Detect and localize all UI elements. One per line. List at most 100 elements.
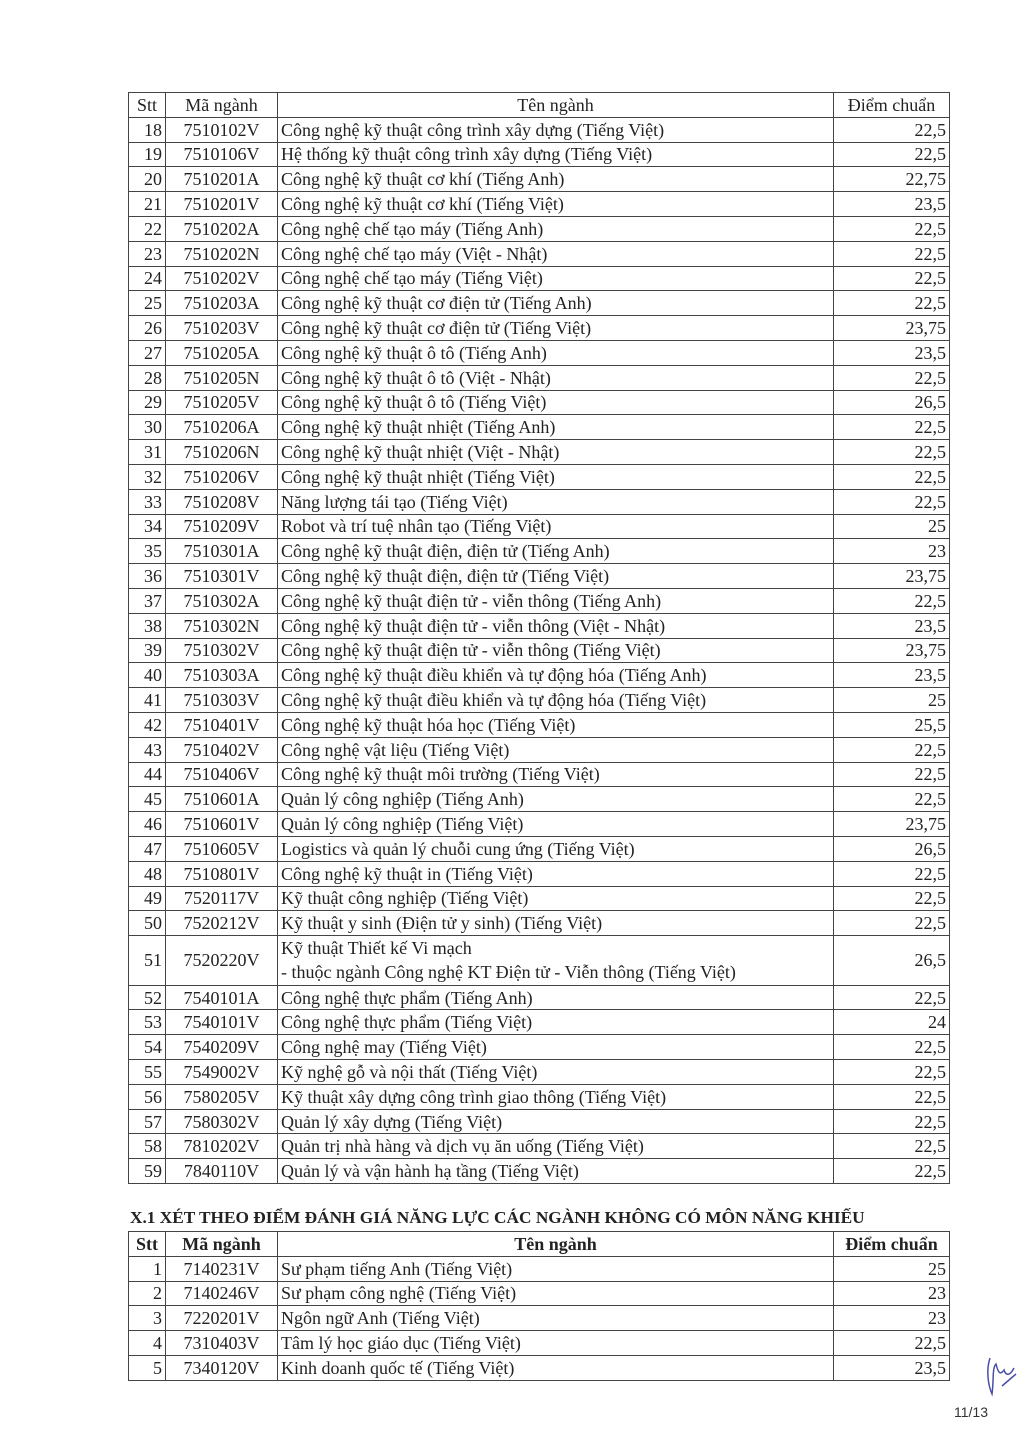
table-row: 28 7510205N Công nghệ kỹ thuật ô tô (Việt … bbox=[128, 364, 950, 391]
stt-cell: 18 bbox=[128, 116, 166, 143]
score-cell: 25 bbox=[833, 1255, 950, 1282]
stt-cell: 35 bbox=[128, 538, 166, 565]
code-cell: 7510302A bbox=[165, 587, 278, 614]
stt-cell: 48 bbox=[128, 860, 166, 887]
table-row: 51 7520220V Kỹ thuật Thiết kế Vi mạch - th… bbox=[128, 935, 950, 986]
stt-cell: 24 bbox=[128, 265, 166, 292]
code-cell: 7510401V bbox=[165, 711, 278, 738]
code-cell: 7510206A bbox=[165, 414, 278, 441]
table-row: 27 7510205A Công nghệ kỹ thuật ô tô (Tiếng… bbox=[128, 339, 950, 366]
table-row: 34 7510209V Robot và trí tuệ nhân tạo (Tiế… bbox=[128, 513, 950, 540]
score-cell: 26,5 bbox=[833, 835, 950, 862]
name-cell: Công nghệ kỹ thuật môi trường (Tiếng Việ… bbox=[277, 761, 834, 788]
stt-cell: 43 bbox=[128, 736, 166, 763]
code-cell: 7340120V bbox=[165, 1354, 278, 1381]
code-cell: 7510601A bbox=[165, 786, 278, 813]
code-cell: 7140246V bbox=[165, 1280, 278, 1307]
name-cell: Công nghệ kỹ thuật hóa học (Tiếng Việt) bbox=[277, 711, 834, 738]
table-row: 47 7510605V Logistics và quản lý chuỗi cun… bbox=[128, 835, 950, 862]
score-cell: 23 bbox=[833, 1280, 950, 1307]
score-cell: 26,5 bbox=[833, 389, 950, 416]
score-cell: 22,75 bbox=[833, 166, 950, 193]
code-cell: 7510206N bbox=[165, 439, 278, 465]
code-cell: 7510301V bbox=[165, 563, 278, 589]
table-row: 38 7510302N Công nghệ kỹ thuật điện tử - v… bbox=[128, 612, 950, 639]
code-cell: 7510303V bbox=[165, 687, 278, 713]
score-cell: 25 bbox=[833, 513, 950, 540]
stt-cell: 52 bbox=[128, 984, 166, 1011]
name-cell: Công nghệ thực phẩm (Tiếng Anh) bbox=[277, 984, 834, 1011]
score-cell: 22,5 bbox=[833, 463, 950, 490]
table-row: 37 7510302A Công nghệ kỹ thuật điện tử - v… bbox=[128, 587, 950, 614]
name-cell: Quản lý công nghiệp (Tiếng Việt) bbox=[277, 811, 834, 837]
code-cell: 7220201V bbox=[165, 1305, 278, 1332]
code-cell: 7810202V bbox=[165, 1133, 278, 1160]
table-row: 29 7510205V Công nghệ kỹ thuật ô tô (Tiếng… bbox=[128, 389, 950, 416]
name-cell: Công nghệ kỹ thuật cơ điện tử (Tiếng Anh… bbox=[277, 290, 834, 317]
score-cell: 22,5 bbox=[833, 761, 950, 788]
name-cell: Công nghệ vật liệu (Tiếng Việt) bbox=[277, 736, 834, 763]
code-cell: 7510106V bbox=[165, 141, 278, 168]
table-row: 36 7510301V Công nghệ kỹ thuật điện, điện … bbox=[128, 563, 950, 589]
code-cell: 7580302V bbox=[165, 1108, 278, 1135]
score-cell: 22,5 bbox=[833, 736, 950, 763]
stt-cell: 50 bbox=[128, 910, 166, 937]
code-cell: 7510402V bbox=[165, 736, 278, 763]
score-cell: 22,5 bbox=[833, 860, 950, 887]
stt-cell: 49 bbox=[128, 885, 166, 912]
code-cell: 7510209V bbox=[165, 513, 278, 540]
table-row: 3 7220201V Ngôn ngữ Anh (Tiếng Việt) 23 bbox=[128, 1305, 950, 1332]
table-row: 46 7510601V Quản lý công nghiệp (Tiếng Việ… bbox=[128, 811, 950, 837]
code-cell: 7510203V bbox=[165, 315, 278, 341]
table-row: 21 7510201V Công nghệ kỹ thuật cơ khí (Tiế… bbox=[128, 191, 950, 217]
score-cell: 23 bbox=[833, 1305, 950, 1332]
stt-cell: 28 bbox=[128, 364, 166, 391]
code-cell: 7520220V bbox=[165, 935, 278, 986]
stt-cell: 2 bbox=[128, 1280, 166, 1307]
name-cell: Công nghệ kỹ thuật nhiệt (Việt - Nhật) bbox=[277, 439, 834, 465]
name-cell: Công nghệ kỹ thuật in (Tiếng Việt) bbox=[277, 860, 834, 887]
stt-cell: 38 bbox=[128, 612, 166, 639]
score-cell: 23,75 bbox=[833, 811, 950, 837]
stt-cell: 47 bbox=[128, 835, 166, 862]
code-cell: 7510302N bbox=[165, 612, 278, 639]
code-cell: 7510605V bbox=[165, 835, 278, 862]
code-cell: 7510205A bbox=[165, 339, 278, 366]
code-cell: 7510206V bbox=[165, 463, 278, 490]
table-row: 25 7510203A Công nghệ kỹ thuật cơ điện tử … bbox=[128, 290, 950, 317]
code-cell: 7510201V bbox=[165, 191, 278, 217]
name-cell: Quản lý và vận hành hạ tầng (Tiếng Việt) bbox=[277, 1158, 834, 1185]
code-cell: 7540101A bbox=[165, 984, 278, 1011]
table-row: 55 7549002V Kỹ nghệ gỗ và nội thất (Tiếng … bbox=[128, 1059, 950, 1085]
name-cell: Công nghệ kỹ thuật điện tử - viễn thông … bbox=[277, 637, 834, 664]
code-cell: 7510302V bbox=[165, 637, 278, 664]
stt-cell: 33 bbox=[128, 488, 166, 515]
code-cell: 7520117V bbox=[165, 885, 278, 912]
code-cell: 7510601V bbox=[165, 811, 278, 837]
stt-cell: 39 bbox=[128, 637, 166, 664]
score-cell: 23,75 bbox=[833, 637, 950, 664]
stt-cell: 57 bbox=[128, 1108, 166, 1135]
name-cell: Kỹ thuật Thiết kế Vi mạch - thuộc ngành … bbox=[277, 935, 834, 986]
stt-cell: 44 bbox=[128, 761, 166, 788]
code-cell: 7510203A bbox=[165, 290, 278, 317]
name-cell: Công nghệ kỹ thuật cơ khí (Tiếng Việt) bbox=[277, 191, 834, 217]
table-row: 56 7580205V Kỹ thuật xây dựng công trình g… bbox=[128, 1083, 950, 1110]
section-title: X.1 XÉT THEO ĐIỂM ĐÁNH GIÁ NĂNG LỰC CÁC … bbox=[130, 1208, 865, 1227]
stt-cell: 59 bbox=[128, 1158, 166, 1185]
name-cell: Logistics và quản lý chuỗi cung ứng (Tiế… bbox=[277, 835, 834, 862]
table-row: 26 7510203V Công nghệ kỹ thuật cơ điện tử … bbox=[128, 315, 950, 341]
table-row: 53 7540101V Công nghệ thực phẩm (Tiếng Việ… bbox=[128, 1009, 950, 1036]
code-cell: 7540101V bbox=[165, 1009, 278, 1036]
table-row: 42 7510401V Công nghệ kỹ thuật hóa học (Ti… bbox=[128, 711, 950, 738]
table-row: 57 7580302V Quản lý xây dựng (Tiếng Việt) 2… bbox=[128, 1108, 950, 1135]
table-row: 50 7520212V Kỹ thuật y sinh (Điện tử y sin… bbox=[128, 910, 950, 937]
table-row: 33 7510208V Năng lượng tái tạo (Tiếng Việt… bbox=[128, 488, 950, 515]
score-cell: 23 bbox=[833, 538, 950, 565]
code-cell: 7140231V bbox=[165, 1255, 278, 1282]
header-code: Mã ngành bbox=[165, 92, 278, 118]
name-cell: Công nghệ chế tạo máy (Tiếng Việt) bbox=[277, 265, 834, 292]
score-cell: 22,5 bbox=[833, 439, 950, 465]
name-cell: Công nghệ kỹ thuật nhiệt (Tiếng Việt) bbox=[277, 463, 834, 490]
stt-cell: 45 bbox=[128, 786, 166, 813]
